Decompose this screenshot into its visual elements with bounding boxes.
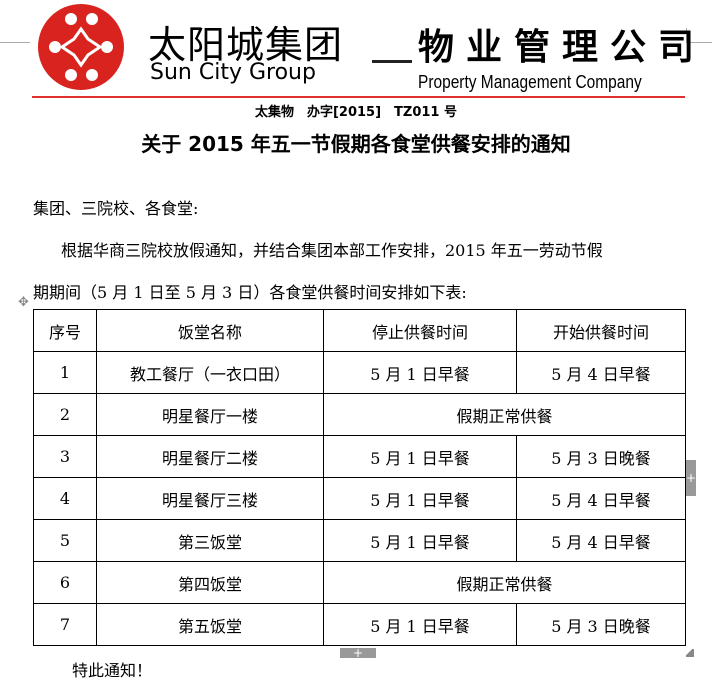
cell-start: 5 月 4 日早餐 xyxy=(516,477,686,520)
cell-stop: 5 月 1 日早餐 xyxy=(323,435,517,478)
add-column-button[interactable]: + xyxy=(686,460,696,496)
table-move-handle[interactable]: ✥ xyxy=(18,295,29,310)
table-row: 2 明星餐厅一楼 假期正常供餐 xyxy=(33,393,686,436)
cell-no: 2 xyxy=(33,393,97,436)
cell-no: 6 xyxy=(33,561,97,604)
cell-start: 5 月 3 日晚餐 xyxy=(516,603,686,646)
group-name-en: Sun City Group xyxy=(150,60,316,85)
cell-stop: 5 月 1 日早餐 xyxy=(323,477,517,520)
cell-merged: 假期正常供餐 xyxy=(323,393,686,436)
header-dash xyxy=(372,60,412,63)
header-cell: 饭堂名称 xyxy=(96,309,324,352)
table-row: 3 明星餐厅二楼 5 月 1 日早餐 5 月 3 日晚餐 xyxy=(33,435,686,478)
company-name-en: Property Management Company xyxy=(418,72,642,92)
table-row: 1 教工餐厅（一衣口田） 5 月 1 日早餐 5 月 4 日早餐 xyxy=(33,351,686,394)
sun-city-logo xyxy=(38,4,124,90)
cell-no: 7 xyxy=(33,603,97,646)
cell-name: 第五饭堂 xyxy=(96,603,324,646)
table-row: 4 明星餐厅三楼 5 月 1 日早餐 5 月 4 日早餐 xyxy=(33,477,686,520)
salutation: 集团、三院校、各食堂: xyxy=(33,199,199,218)
cell-start: 5 月 4 日早餐 xyxy=(516,519,686,562)
cell-stop: 5 月 1 日早餐 xyxy=(323,603,517,646)
margin-mark xyxy=(686,42,712,43)
closing: 特此通知！ xyxy=(72,661,153,680)
body-line-2: 期期间（5 月 1 日至 5 月 3 日）各食堂供餐时间安排如下表: xyxy=(33,283,467,302)
cell-stop: 5 月 1 日早餐 xyxy=(323,351,517,394)
table-row: 6 第四饭堂 假期正常供餐 xyxy=(33,561,686,604)
header-rule xyxy=(32,96,685,98)
cell-start: 5 月 4 日早餐 xyxy=(516,351,686,394)
cell-name: 第三饭堂 xyxy=(96,519,324,562)
table-header-row: 序号 饭堂名称 停止供餐时间 开始供餐时间 xyxy=(33,309,686,352)
cell-name: 明星餐厅二楼 xyxy=(96,435,324,478)
group-name-cn: 太阳城集团 xyxy=(148,23,344,67)
table-row: 5 第三饭堂 5 月 1 日早餐 5 月 4 日早餐 xyxy=(33,519,686,562)
document-title: 关于 2015 年五一节假期各食堂供餐安排的通知 xyxy=(141,132,571,156)
cell-name: 明星餐厅一楼 xyxy=(96,393,324,436)
cell-name: 明星餐厅三楼 xyxy=(96,477,324,520)
meal-schedule-table: 序号 饭堂名称 停止供餐时间 开始供餐时间 1 教工餐厅（一衣口田） 5 月 1 日… xyxy=(33,309,686,646)
header-cell: 开始供餐时间 xyxy=(516,309,686,352)
cell-no: 1 xyxy=(33,351,97,394)
margin-mark xyxy=(0,42,30,43)
cell-name: 教工餐厅（一衣口田） xyxy=(96,351,324,394)
margin-mark xyxy=(686,28,687,42)
table-resize-handle[interactable] xyxy=(686,649,694,657)
header-cell: 序号 xyxy=(33,309,97,352)
header-cell: 停止供餐时间 xyxy=(323,309,517,352)
cell-no: 4 xyxy=(33,477,97,520)
cell-merged: 假期正常供餐 xyxy=(323,561,686,604)
document-number: 太集物 办字[2015] TZ011 号 xyxy=(254,105,458,120)
add-row-button[interactable]: + xyxy=(340,647,376,659)
cell-start: 5 月 3 日晚餐 xyxy=(516,435,686,478)
company-name-cn: 物业管理公司 xyxy=(418,27,707,68)
cell-stop: 5 月 1 日早餐 xyxy=(323,519,517,562)
table-row: 7 第五饭堂 5 月 1 日早餐 5 月 3 日晚餐 xyxy=(33,603,686,646)
cell-name: 第四饭堂 xyxy=(96,561,324,604)
body-line-1: 根据华商三院校放假通知，并结合集团本部工作安排，2015 年五一劳动节假 xyxy=(61,241,603,260)
cell-no: 5 xyxy=(33,519,97,562)
cell-no: 3 xyxy=(33,435,97,478)
